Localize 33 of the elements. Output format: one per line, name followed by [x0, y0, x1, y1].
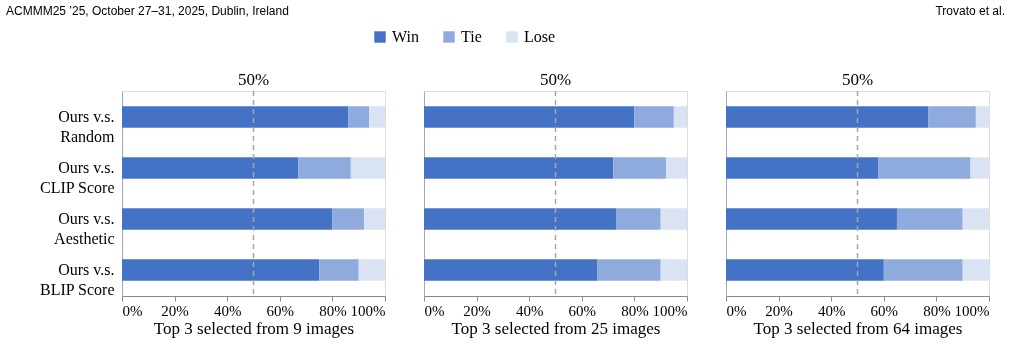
x-tick-label: 40%: [213, 302, 242, 319]
x-tick-label: 60%: [266, 302, 295, 319]
x-tick-label: 80%: [621, 302, 649, 319]
legend-label: Tie: [461, 28, 482, 45]
legend-label: Lose: [524, 28, 556, 45]
x-tick-label: 60%: [870, 302, 899, 319]
y-tick-label: Ours v.s. CLIP Score: [39, 159, 115, 196]
x-tick-label: 20%: [161, 302, 189, 319]
x-tick-label: 80%: [319, 302, 347, 319]
x-axis-title: Top 3 selected from 9 images: [153, 318, 355, 338]
ref-line-label: 50%: [237, 70, 270, 89]
x-tick-label: 0%: [122, 302, 143, 319]
text: Trovato et al.: [935, 4, 1005, 18]
x-tick-label: 20%: [463, 302, 491, 319]
y-tick-label: Ours v.s. BLIP Score: [39, 260, 115, 298]
ref-line-label: 50%: [841, 70, 874, 89]
x-tick-label: 40%: [817, 302, 846, 319]
x-tick-label: 0%: [726, 302, 747, 319]
y-tick-label: Ours v.s. Random: [58, 108, 116, 146]
x-tick-label: 60%: [568, 302, 597, 319]
x-tick-label: 100%: [652, 302, 688, 319]
x-tick-label: 40%: [515, 302, 544, 319]
y-tick-label: Ours v.s. Aesthetic: [54, 210, 115, 247]
text: ACMMM25 ’25, October 27–31, 2025, Dublin, Ireland: [6, 4, 289, 18]
ref-line-label: 50%: [539, 70, 572, 89]
x-axis-title: Top 3 selected from 64 images: [753, 318, 963, 338]
x-tick-label: 100%: [350, 302, 386, 319]
x-tick-label: 0%: [424, 302, 445, 319]
legend-label: Win: [392, 28, 419, 45]
x-tick-label: 80%: [923, 302, 951, 319]
x-axis-title: Top 3 selected from 25 images: [451, 318, 661, 338]
x-tick-label: 20%: [765, 302, 793, 319]
x-tick-label: 100%: [954, 302, 990, 319]
